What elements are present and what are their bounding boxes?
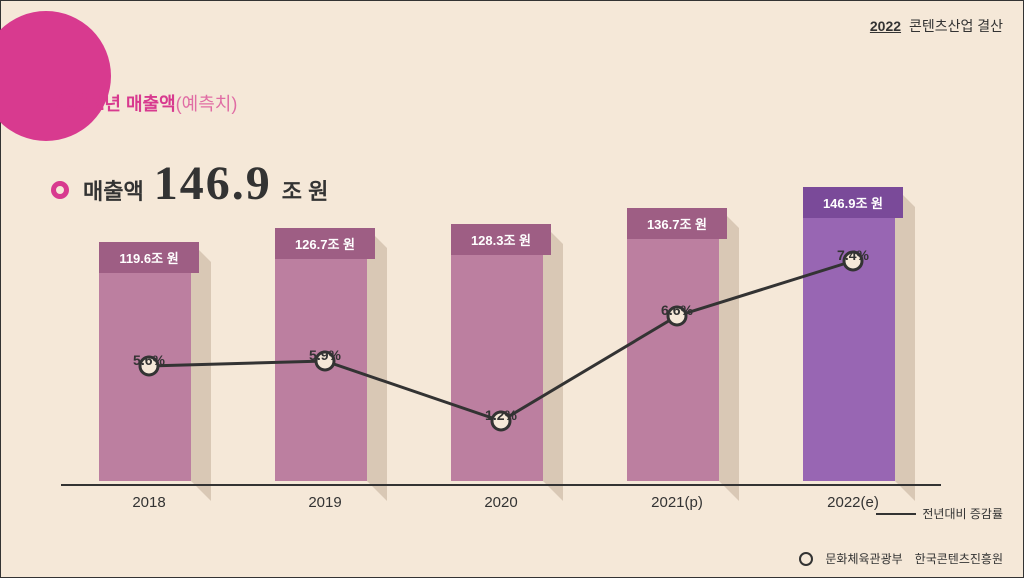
footer-org2: 한국콘텐츠진흥원 [915, 550, 1003, 567]
legend-line-icon [876, 513, 916, 515]
bar-value-label: 136.7조 원 [627, 208, 727, 239]
legend: 전년대비 증감률 [876, 505, 1003, 522]
title-block: 2022년 매출액(예측치) [51, 89, 237, 117]
bar-value-label: 119.6조 원 [99, 242, 199, 273]
accent-circle [0, 11, 111, 141]
bar-value-label: 146.9조 원 [803, 187, 903, 218]
logo-icon [799, 552, 813, 566]
line-point-label: 5.6% [133, 352, 165, 368]
x-tick: 2019 [265, 494, 385, 511]
header-year: 2022 [870, 18, 901, 34]
bar: 136.7조 원 [617, 208, 737, 481]
x-tick: 2018 [89, 494, 209, 511]
bar: 128.3조 원 [441, 224, 561, 481]
title-year: 2022 [51, 89, 104, 116]
title-rest: 년 매출액 [104, 94, 175, 114]
footer-org1: 문화체육관광부 [825, 550, 902, 567]
bar: 146.9조 원 [793, 187, 913, 481]
bar-value-label: 128.3조 원 [451, 224, 551, 255]
line-point-label: 5.9% [309, 347, 341, 363]
footer: 문화체육관광부 한국콘텐츠진흥원 [799, 550, 1003, 567]
title-sub: (예측치) [176, 94, 238, 114]
x-tick: 2020 [441, 494, 561, 511]
line-point-label: 1.2% [485, 407, 517, 423]
header-right: 2022 콘텐츠산업 결산 [870, 16, 1003, 36]
line-point-label: 6.6% [661, 302, 693, 318]
bar-value-label: 126.7조 원 [275, 228, 375, 259]
chart: 119.6조 원 126.7조 원 128.3조 원 136.7조 원 146.9조 원… [61, 161, 941, 511]
legend-label: 전년대비 증감률 [922, 505, 1003, 522]
header-text: 콘텐츠산업 결산 [909, 18, 1003, 34]
x-axis: 2018201920202021(p)2022(e) [61, 484, 941, 511]
line-point-label: 7.4% [837, 247, 869, 263]
x-tick: 2021(p) [617, 494, 737, 511]
